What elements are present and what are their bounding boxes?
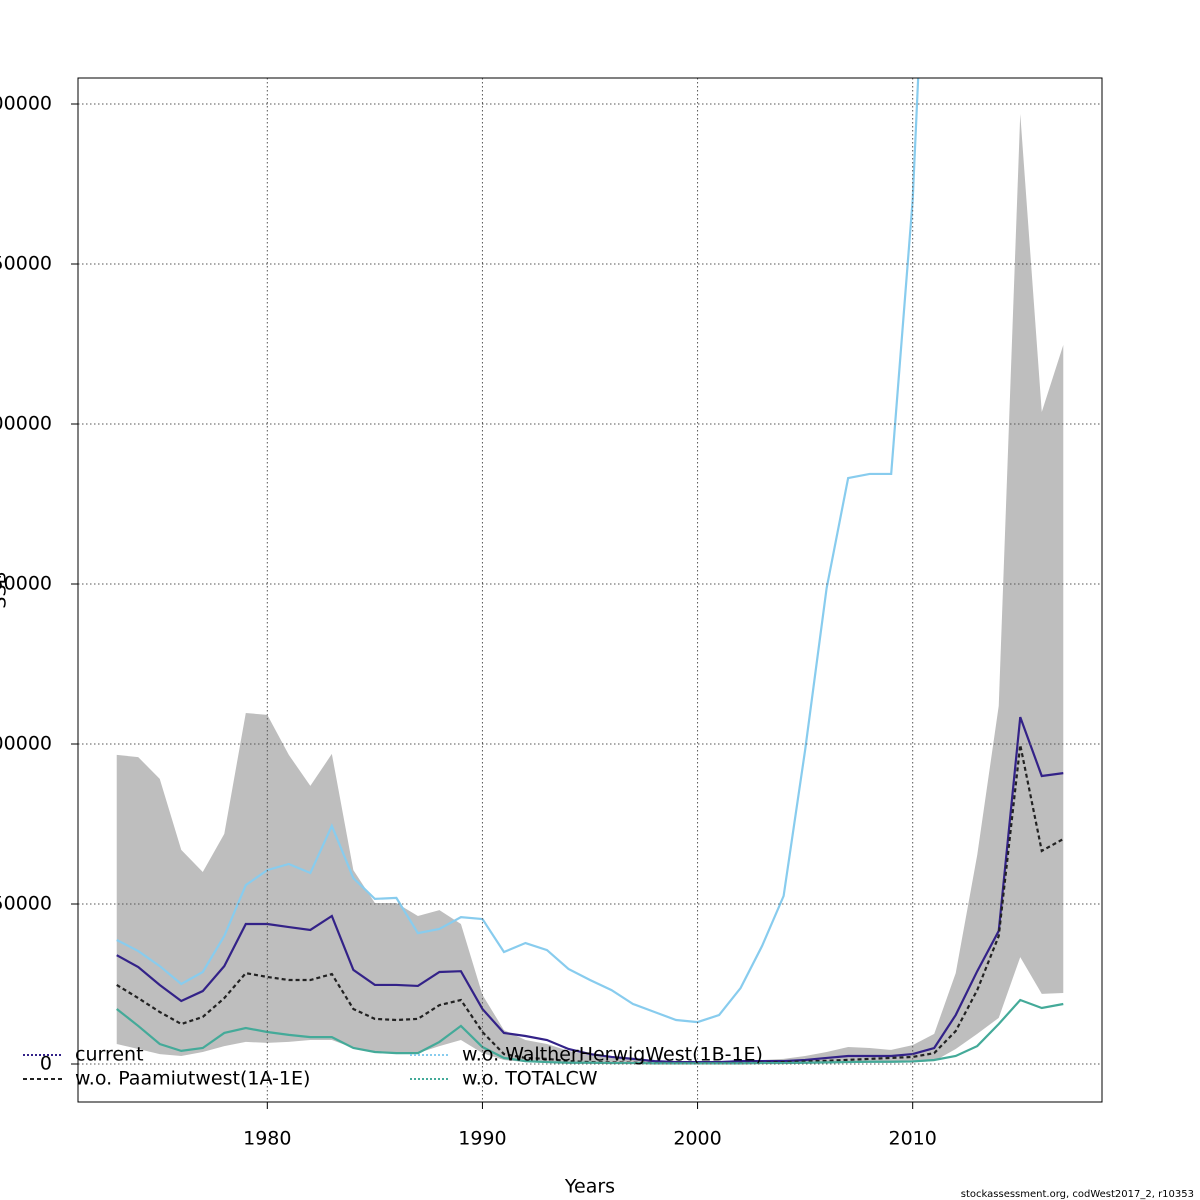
legend-label: current xyxy=(75,1044,144,1066)
y-tick-label: 100000 xyxy=(0,733,52,755)
y-axis-label: SSB xyxy=(0,571,11,608)
legend-label: w.o. TOTALCW xyxy=(462,1068,598,1090)
x-axis-label: Years xyxy=(564,1176,615,1198)
x-tick-label: 1980 xyxy=(243,1128,291,1150)
legend-label: w.o. Paamiutwest(1A-1E) xyxy=(75,1068,310,1090)
y-tick-label: 250000 xyxy=(0,253,52,275)
legend-label: w.o. WaltherHerwigWest(1B-1E) xyxy=(462,1044,763,1066)
footnote: stockassessment.org, codWest2017_2, r103… xyxy=(961,1189,1194,1200)
y-tick-label: 200000 xyxy=(0,413,52,435)
x-tick-label: 2000 xyxy=(673,1128,721,1150)
y-tick-label: 50000 xyxy=(0,893,52,915)
series-line xyxy=(116,78,920,1024)
confidence-band xyxy=(116,113,1064,1064)
plot-frame xyxy=(77,77,1103,1103)
plot-area xyxy=(116,78,1064,1065)
series-line xyxy=(116,998,1064,1065)
x-tick-label: 2010 xyxy=(889,1128,937,1150)
y-tick-label: 150000 xyxy=(0,573,52,595)
y-tick-label: 0 xyxy=(40,1053,52,1075)
series-line xyxy=(116,716,1064,1064)
x-tick-label: 1990 xyxy=(458,1128,506,1150)
